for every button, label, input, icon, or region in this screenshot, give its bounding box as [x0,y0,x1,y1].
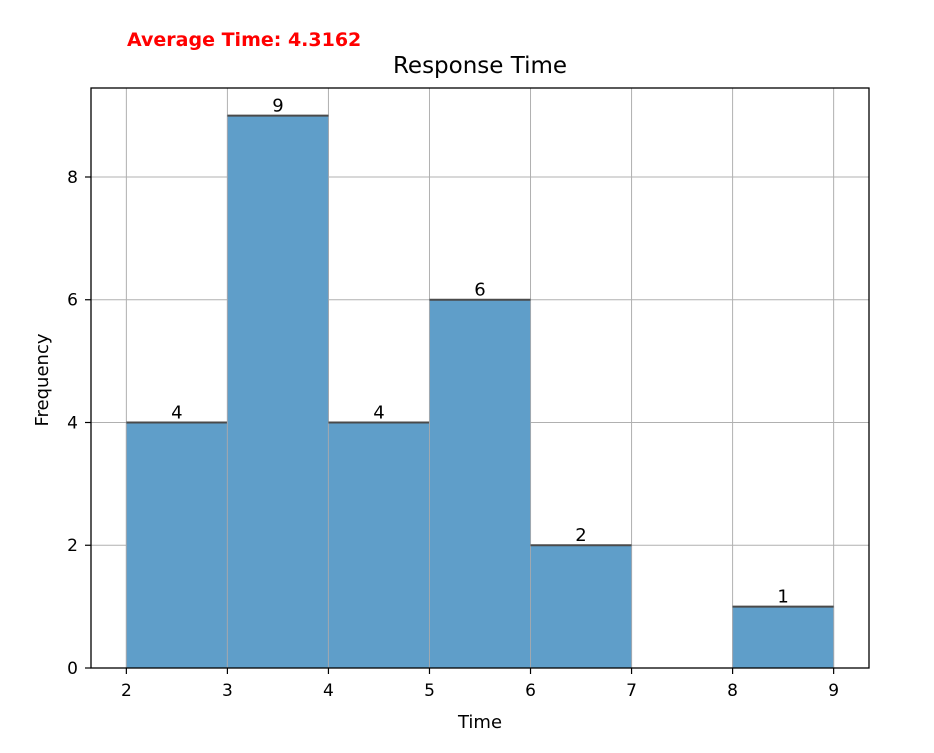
x-axis-ticks: 2 3 4 5 6 7 8 9 [121,668,839,701]
chart-title: Response Time [393,53,567,79]
data-labels: 4 9 4 6 2 1 [171,96,789,608]
x-tick-label: 6 [525,681,536,701]
x-tick-label: 5 [424,681,435,701]
y-tick-label: 4 [67,413,78,433]
bar-value-label: 2 [575,525,586,546]
x-tick-label: 7 [626,681,637,701]
bar-value-label: 1 [777,587,788,608]
y-tick-label: 6 [67,291,78,311]
plot-frame [90,87,870,669]
histogram-bar [327,421,430,669]
histogram-bars [125,114,835,669]
x-tick-label: 4 [323,681,334,701]
x-tick-label: 8 [727,681,738,701]
x-tick-label: 9 [828,681,839,701]
y-tick-label: 8 [67,168,78,188]
x-tick-label: 3 [222,681,233,701]
x-axis-label: Time [457,712,502,733]
bar-value-label: 4 [373,402,384,423]
histogram-bar [732,606,835,669]
histogram-bar [530,544,633,669]
y-tick-label: 2 [67,536,78,556]
bar-value-label: 9 [272,96,283,117]
y-axis-label: Frequency [32,333,53,426]
y-tick-label: 0 [67,659,78,679]
bar-value-label: 6 [474,280,485,301]
histogram-bar [125,421,228,669]
histogram-bar [226,115,329,669]
average-time-annotation: Average Time: 4.3162 [127,29,362,51]
y-axis-ticks: 0 2 4 6 8 [67,168,91,679]
x-tick-label: 2 [121,681,132,701]
bar-value-label: 4 [171,402,182,423]
axes-frame [90,87,870,669]
histogram-bar [428,299,532,669]
